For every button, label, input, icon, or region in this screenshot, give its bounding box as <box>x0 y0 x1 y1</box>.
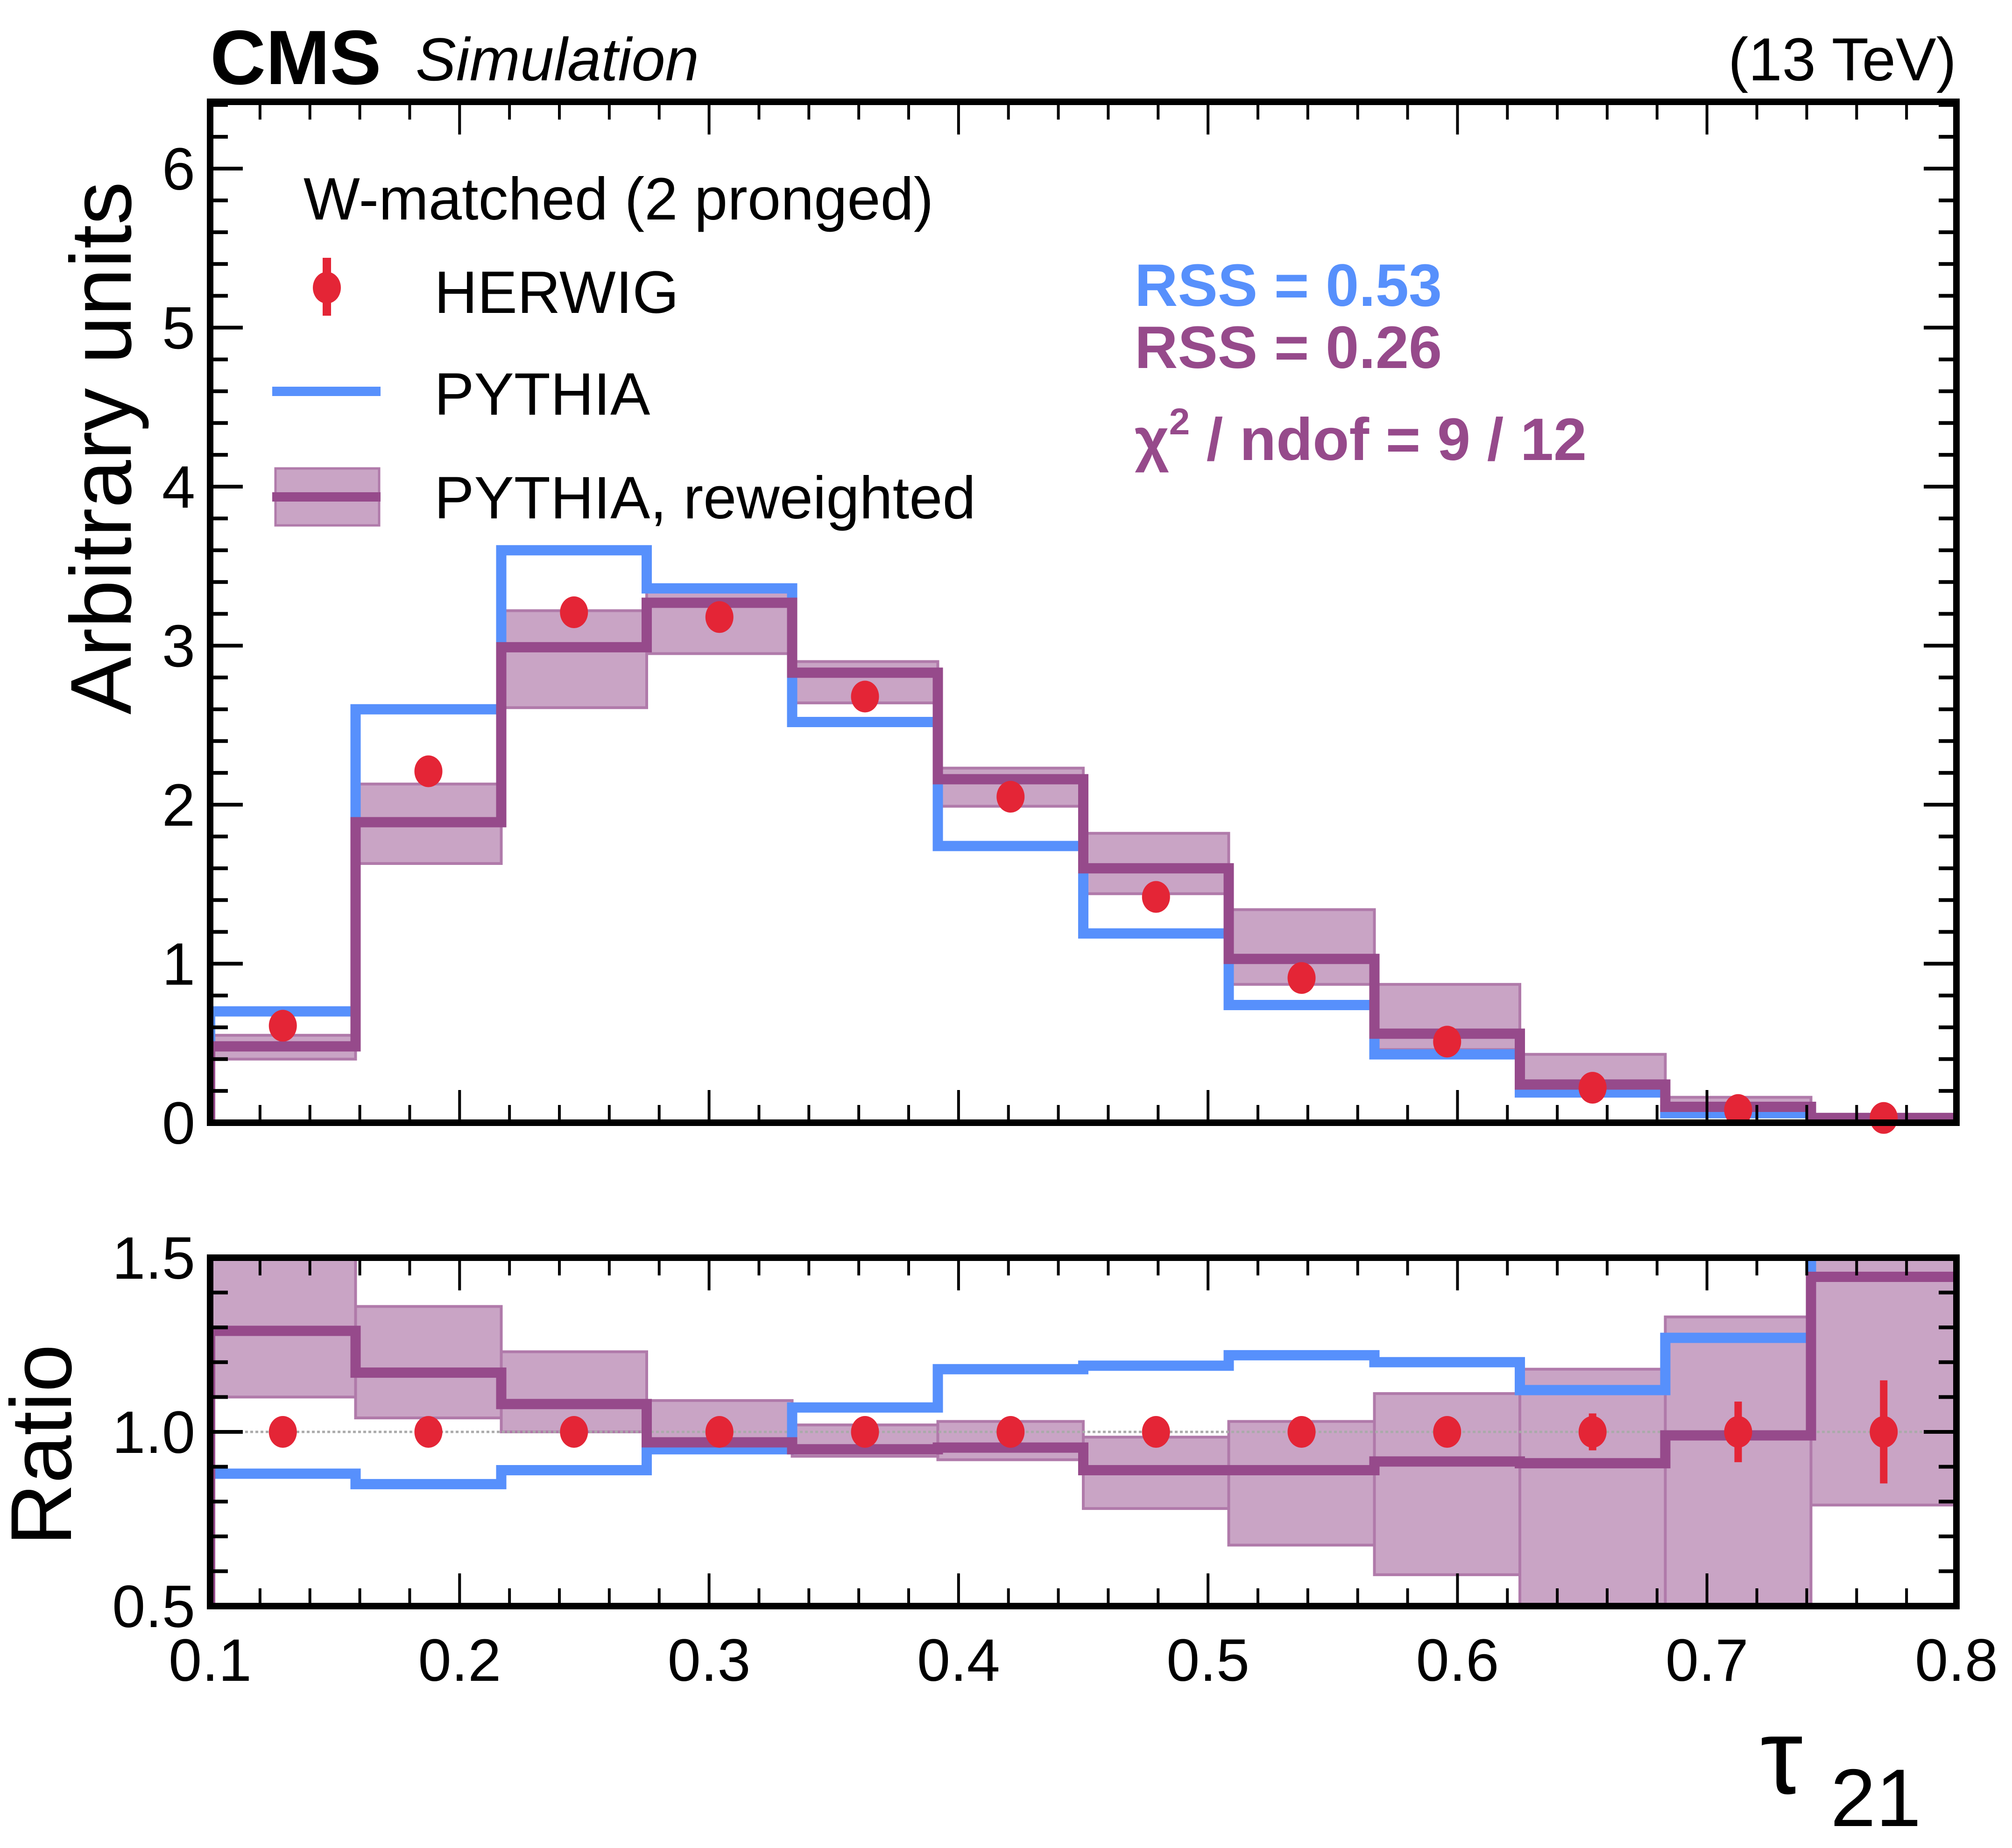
legend-title: W-matched (2 pronged) <box>304 166 933 233</box>
rss-pythia-text: RSS = 0.53 <box>1135 252 1442 319</box>
herwig-point-9 <box>1433 1026 1461 1058</box>
herwig-point-6 <box>996 780 1025 813</box>
y-tick-label: 1.0 <box>112 1399 195 1466</box>
legend-item-herwig: HERWIG <box>313 258 679 326</box>
main-points-layer <box>268 596 1898 1134</box>
chi2-superscript: 2 <box>1169 401 1190 442</box>
ratio-band-layer <box>210 1258 1956 1606</box>
x-tick-label: 0.5 <box>1166 1627 1250 1694</box>
y-tick-label: 6 <box>162 136 195 203</box>
fit-statistics: RSS = 0.53 RSS = 0.26 χ2 / ndof = 9 / 12 <box>1135 252 1587 473</box>
herwig-point-7 <box>1142 1416 1170 1448</box>
x-tick-label: 0.1 <box>169 1627 252 1694</box>
herwig-point-10 <box>1578 1072 1607 1104</box>
herwig-point-2 <box>414 755 443 787</box>
x-tick-label: 0.8 <box>1915 1627 1998 1694</box>
herwig-point-10 <box>1578 1416 1607 1448</box>
herwig-point-5 <box>851 1416 879 1448</box>
rss-reweighted-text: RSS = 0.26 <box>1135 314 1442 381</box>
chi2-text: χ2 / ndof = 9 / 12 <box>1135 401 1587 473</box>
reweighted-band-bin-2 <box>354 1305 503 1420</box>
y-tick-label: 1 <box>162 931 195 998</box>
y-tick-label: 0 <box>162 1090 195 1157</box>
herwig-point-12 <box>1870 1102 1898 1134</box>
herwig-marker-icon <box>313 272 341 304</box>
herwig-point-4 <box>705 1416 734 1448</box>
herwig-point-12 <box>1870 1416 1898 1448</box>
main-line-layer <box>210 545 1956 1123</box>
main-ylabel: Arbitrary units <box>53 182 149 715</box>
x-tick-label: 0.6 <box>1416 1627 1499 1694</box>
herwig-point-3 <box>560 1416 588 1448</box>
x-axis-title: τ 21 <box>1760 1696 1921 1844</box>
x-tick-label: 0.2 <box>418 1627 501 1694</box>
herwig-point-4 <box>705 601 734 633</box>
plot-frame <box>207 99 1960 1126</box>
ratio-ylabel: Ratio <box>0 1344 90 1546</box>
herwig-point-5 <box>851 680 879 713</box>
x-axis-title-main: τ <box>1760 1696 1803 1816</box>
ratio-points-layer <box>268 1380 1898 1484</box>
chi2-ndof: / ndof = 9 / 12 <box>1190 406 1587 473</box>
legend-item-reweighted: PYTHIA, reweighted <box>272 465 976 531</box>
reweighted-band-bin-8 <box>1227 908 1376 986</box>
herwig-point-1 <box>268 1010 297 1042</box>
reweighted-band-bin-1 <box>210 1258 357 1399</box>
chi2-symbol: χ <box>1135 406 1169 473</box>
energy-label: (13 TeV) <box>1728 25 1956 93</box>
pythia-step-line <box>210 1258 1816 1606</box>
herwig-point-8 <box>1287 962 1316 994</box>
herwig-point-2 <box>414 1416 443 1448</box>
herwig-point-3 <box>560 596 588 628</box>
y-tick-label: 5 <box>162 295 195 362</box>
herwig-point-6 <box>996 1416 1025 1448</box>
legend: W-matched (2 pronged) HERWIG PYTHIA PYTH… <box>272 166 976 531</box>
reweighted-step-line <box>210 597 1956 1123</box>
y-tick-label: 4 <box>162 454 195 521</box>
x-tick-label: 0.7 <box>1666 1627 1749 1694</box>
reweighted-band-bin-10 <box>1518 1367 1667 1606</box>
herwig-point-11 <box>1724 1416 1752 1448</box>
herwig-point-9 <box>1433 1416 1461 1448</box>
simulation-label: Simulation <box>416 25 699 93</box>
y-tick-label: 2 <box>162 772 195 839</box>
y-tick-label: 3 <box>162 613 195 680</box>
legend-item-pythia: PYTHIA <box>272 361 650 428</box>
x-tick-label: 0.3 <box>668 1627 751 1694</box>
experiment-label: CMS <box>210 14 381 100</box>
legend-label-pythia: PYTHIA <box>434 361 650 428</box>
herwig-point-7 <box>1142 881 1170 913</box>
main-axes: 0 1 2 3 4 5 6 <box>162 99 1960 1157</box>
y-tick-label: 0.5 <box>112 1573 195 1640</box>
herwig-point-11 <box>1724 1094 1752 1126</box>
x-axis-title-sub: 21 <box>1830 1753 1921 1844</box>
reweighted-band-bin-11 <box>1664 1315 1813 1606</box>
herwig-point-8 <box>1287 1416 1316 1448</box>
x-tick-label: 0.4 <box>917 1627 1000 1694</box>
legend-label-reweighted: PYTHIA, reweighted <box>434 465 976 531</box>
herwig-point-1 <box>268 1416 297 1448</box>
legend-label-herwig: HERWIG <box>434 259 679 326</box>
y-tick-label: 1.5 <box>112 1225 195 1292</box>
ratio-axes: 0.5 1.0 1.5 0.1 0.2 0.3 0.4 0.5 0.6 0.7 0.8 <box>112 1225 1998 1694</box>
